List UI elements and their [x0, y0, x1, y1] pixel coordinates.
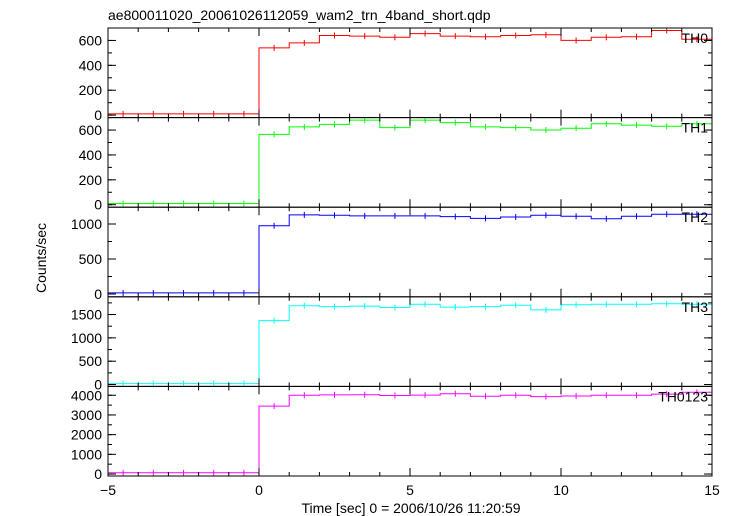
y-tick-label: 400	[79, 147, 103, 163]
x-axis-labels: −5 0 5 10 15	[100, 482, 720, 498]
y-tick-label: 600	[79, 32, 103, 48]
panel-th0123: 0 1000 2000 3000 4000 TH0123	[71, 385, 713, 482]
series-line-th0	[108, 30, 712, 115]
series-line-th2	[108, 213, 712, 294]
panel-label: TH0123	[658, 388, 708, 404]
panel-label: TH2	[682, 209, 709, 225]
x-tick-label: 5	[406, 482, 414, 498]
panels: 0 200 400 600 TH0 0 200 400 600 TH1 0 500 1000 TH2 0 50…	[71, 27, 713, 482]
y-tick-label: 1000	[71, 446, 102, 462]
x-tick-label: 10	[553, 482, 569, 498]
chart-title: ae800011020_20061026112059_wam2_trn_4ban…	[108, 7, 491, 23]
panel-label: TH0	[682, 30, 709, 46]
panel-frame	[107, 27, 713, 119]
series-line-th1	[108, 119, 712, 204]
series-line-th3	[108, 303, 712, 385]
y-tick-label: 600	[79, 122, 103, 138]
panel-frame	[107, 117, 713, 208]
panel-th3: 0 500 1000 1500 TH3	[71, 296, 713, 393]
y-tick-label: 0	[94, 286, 102, 302]
series-line-th0123	[108, 391, 712, 474]
y-tick-label: 200	[79, 82, 103, 98]
y-tick-label: 1500	[71, 307, 102, 323]
panel-frame	[107, 206, 713, 298]
panel-frame	[107, 296, 713, 387]
y-tick-label: 400	[79, 57, 103, 73]
y-tick-label: 0	[94, 107, 102, 123]
x-tick-label: 0	[255, 482, 263, 498]
x-tick-label: 15	[704, 482, 720, 498]
x-axis-label: Time [sec] 0 = 2006/10/26 11:20:59	[301, 500, 520, 516]
y-tick-label: 0	[94, 377, 102, 393]
y-axis-label: Counts/sec	[33, 223, 49, 293]
y-tick-label: 2000	[71, 427, 102, 443]
panel-th2: 0 500 1000 TH2	[71, 206, 713, 302]
y-tick-label: 500	[79, 353, 103, 369]
y-tick-label: 1000	[71, 330, 102, 346]
y-tick-label: 4000	[71, 387, 102, 403]
y-tick-label: 3000	[71, 407, 102, 423]
panel-th1: 0 200 400 600 TH1	[79, 117, 713, 213]
y-tick-label: 0	[94, 197, 102, 213]
panel-label: TH3	[682, 299, 709, 315]
y-tick-label: 500	[79, 251, 103, 267]
panel-th0: 0 200 400 600 TH0	[79, 27, 713, 123]
panel-label: TH1	[682, 120, 709, 136]
y-tick-label: 0	[94, 466, 102, 482]
y-tick-label: 1000	[71, 216, 102, 232]
panel-frame	[107, 385, 713, 477]
y-tick-label: 200	[79, 172, 103, 188]
x-tick-label: −5	[100, 482, 116, 498]
